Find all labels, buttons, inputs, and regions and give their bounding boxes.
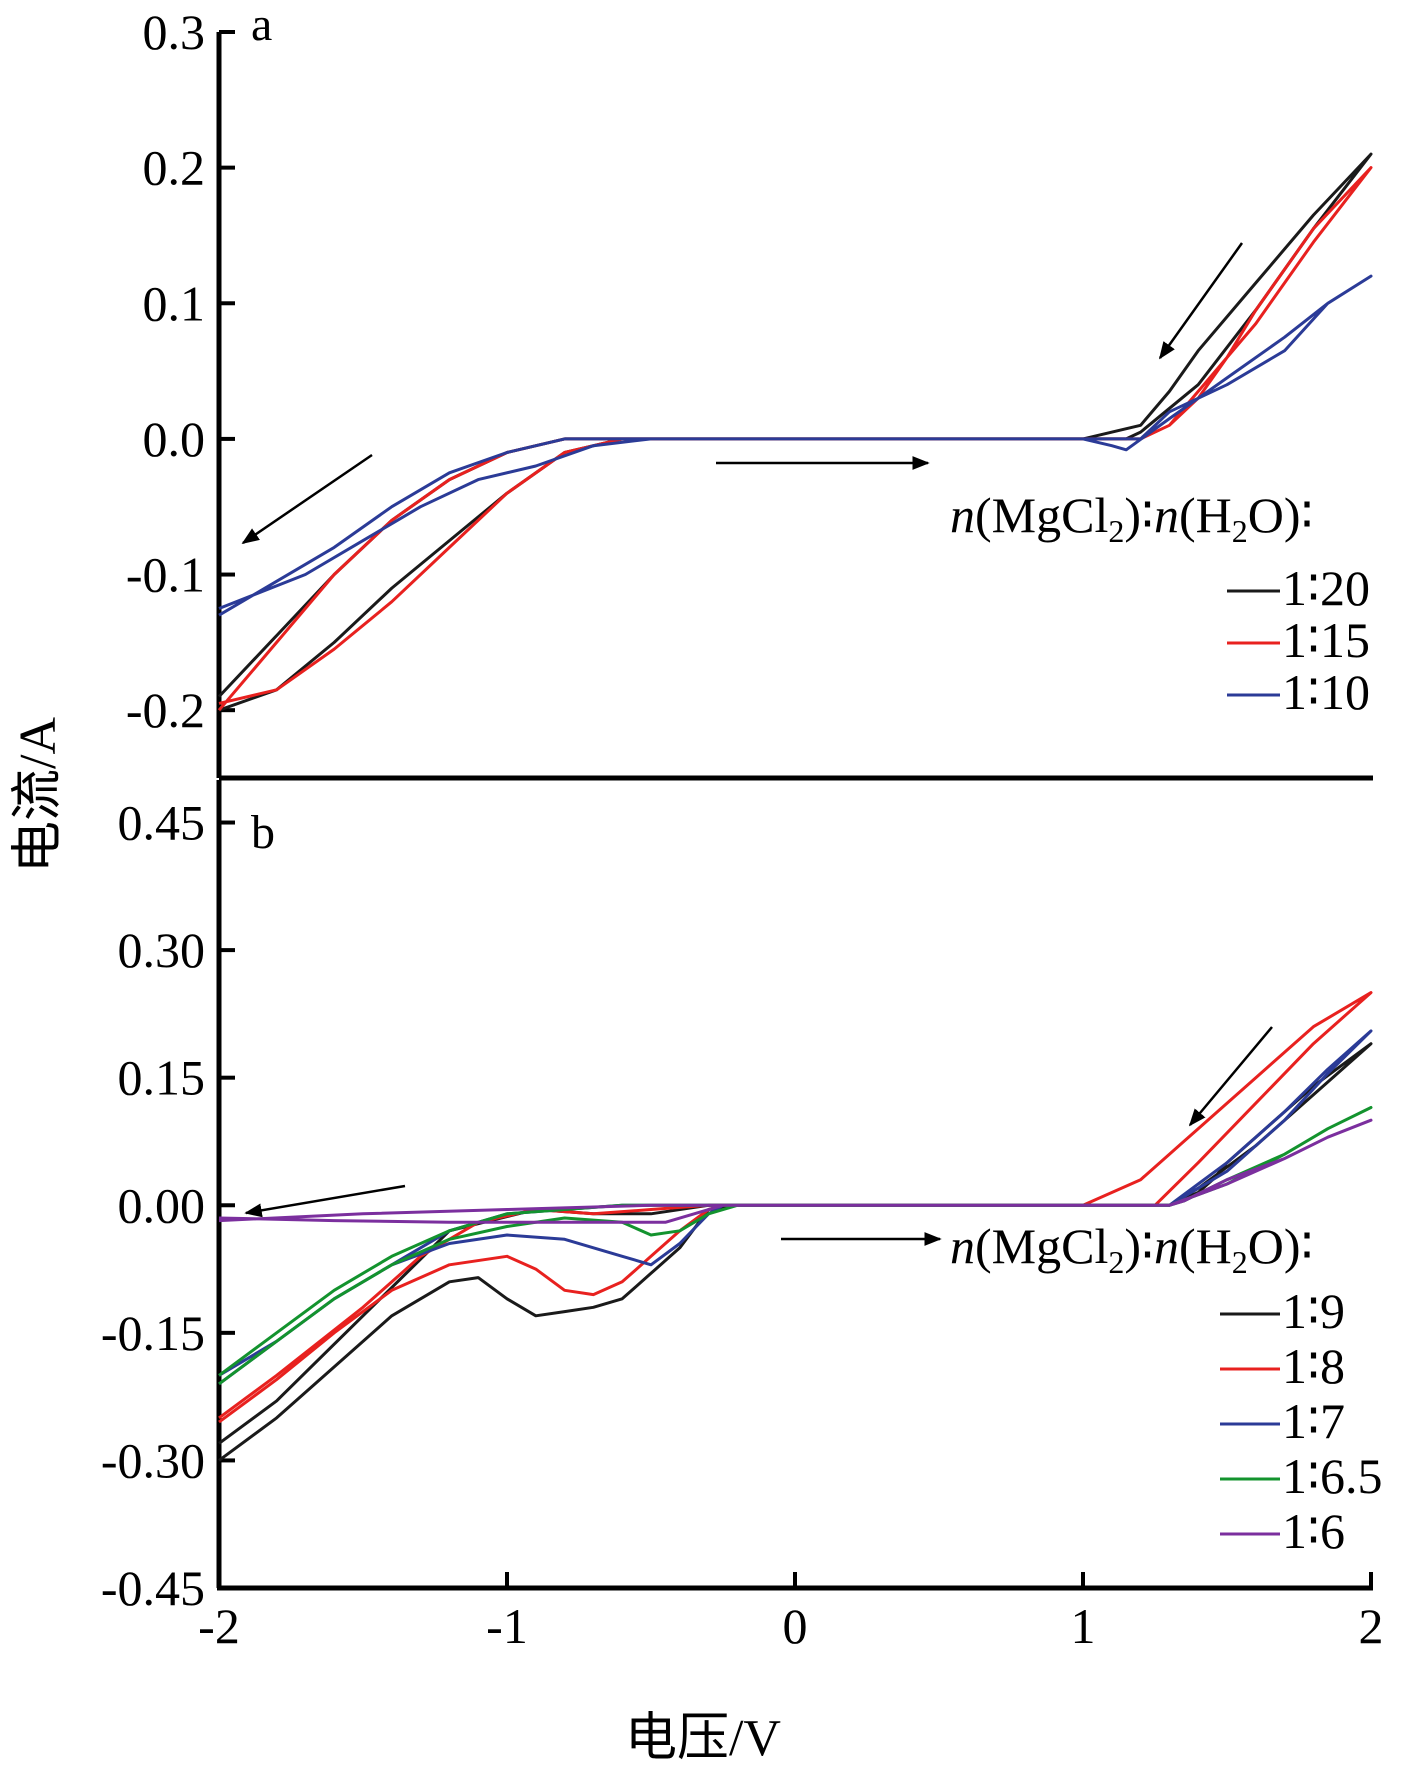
series-line-2: [218, 991, 1373, 1424]
y-tick-label: 0.15: [118, 1050, 206, 1106]
legend-label: 1∶10: [1282, 664, 1370, 720]
y-tick-label: -0.2: [126, 682, 205, 738]
legend-label: 1∶20: [1282, 560, 1370, 616]
y-tick-label: 0.3: [143, 4, 206, 60]
series-line-5: [218, 1118, 1373, 1224]
legend-label: 1∶6.5: [1282, 1448, 1383, 1504]
y-tick-label: 0.00: [118, 1177, 206, 1233]
sweep-arrows: [241, 242, 1273, 1246]
series-line-1: [217, 152, 1373, 712]
y-tick-label: -0.15: [101, 1305, 205, 1361]
y-tick-label: 0.0: [143, 411, 206, 467]
x-tick-label: -1: [486, 1598, 528, 1654]
legend-title: n(MgCl2)∶n(H2O)∶: [950, 1218, 1314, 1280]
legend-label: 1∶8: [1282, 1338, 1345, 1394]
y-axis-label: 电流/A: [10, 717, 67, 873]
legend-label: 1∶7: [1282, 1393, 1345, 1449]
panel-b: 0.45 0.30 0.15 0.00 -0.15 -0.30 -0.45 b n(MgCl2)…: [101, 780, 1384, 1654]
legend-label: 1∶15: [1282, 612, 1370, 668]
panel-letter: a: [251, 0, 272, 51]
y-tick-label: 0.30: [118, 922, 206, 978]
x-tick-label: -2: [198, 1598, 240, 1654]
series-line-3: [218, 1029, 1373, 1386]
sweep-arrow: [241, 453, 373, 545]
y-tick-label: 0.1: [143, 275, 206, 331]
x-tick-label: 2: [1359, 1598, 1384, 1654]
panel-letter: b: [251, 806, 275, 859]
x-tick-label: 0: [783, 1598, 808, 1654]
y-tick-label: 0.45: [118, 795, 206, 851]
y-tick-label: -0.1: [126, 547, 205, 603]
legend-title: n(MgCl2)∶n(H2O)∶: [950, 487, 1314, 549]
sweep-arrow: [1158, 242, 1244, 360]
x-axis-label: 电压/V: [625, 1710, 781, 1767]
y-tick-label: 0.2: [143, 140, 206, 196]
legend-label: 1∶9: [1282, 1283, 1345, 1339]
sweep-arrow: [1188, 1026, 1273, 1127]
panel-a: 0.3 0.2 0.1 0.0 -0.1 -0.2 a n(MgCl2)∶n(H2O)∶ 1∶2…: [126, 0, 1373, 781]
y-tick-label: -0.45: [101, 1560, 205, 1616]
x-tick-label: 1: [1071, 1598, 1096, 1654]
series-line-3: [218, 274, 1373, 617]
y-tick-label: -0.30: [101, 1432, 205, 1488]
legend-label: 1∶6: [1282, 1503, 1345, 1559]
sweep-arrow: [244, 1184, 406, 1218]
